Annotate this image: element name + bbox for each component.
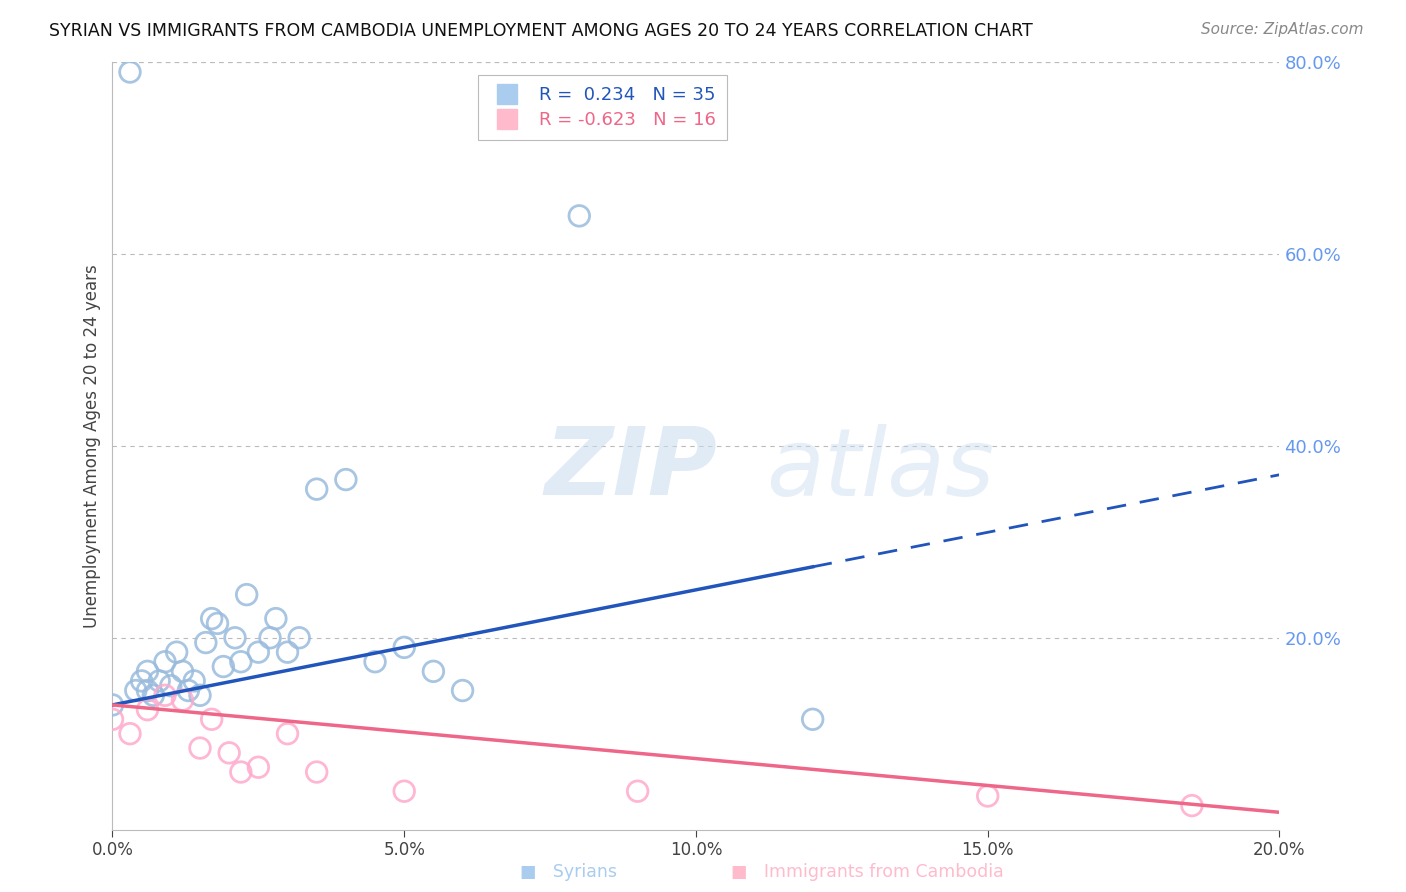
- Point: [976, 789, 998, 803]
- Point: [394, 640, 416, 655]
- Point: [136, 683, 159, 698]
- Point: [305, 482, 328, 496]
- Point: [118, 65, 141, 79]
- Text: Source: ZipAtlas.com: Source: ZipAtlas.com: [1201, 22, 1364, 37]
- Point: [229, 655, 252, 669]
- Point: [136, 665, 159, 679]
- Point: [201, 712, 224, 726]
- Point: [183, 673, 205, 688]
- Point: [364, 655, 387, 669]
- Point: [422, 665, 444, 679]
- Text: ■   Immigrants from Cambodia: ■ Immigrants from Cambodia: [731, 863, 1004, 881]
- Point: [172, 665, 194, 679]
- Y-axis label: Unemployment Among Ages 20 to 24 years: Unemployment Among Ages 20 to 24 years: [83, 264, 101, 628]
- Text: SYRIAN VS IMMIGRANTS FROM CAMBODIA UNEMPLOYMENT AMONG AGES 20 TO 24 YEARS CORREL: SYRIAN VS IMMIGRANTS FROM CAMBODIA UNEMP…: [49, 22, 1033, 40]
- Point: [136, 703, 159, 717]
- Point: [247, 760, 270, 774]
- Point: [229, 765, 252, 780]
- Point: [568, 209, 591, 223]
- Point: [218, 746, 240, 760]
- Point: [101, 698, 124, 712]
- Point: [276, 726, 298, 740]
- Point: [394, 784, 416, 798]
- Point: [207, 616, 229, 631]
- Point: [160, 679, 183, 693]
- Point: [288, 631, 311, 645]
- Point: [212, 659, 235, 673]
- Point: [201, 612, 224, 626]
- Legend: R =  0.234   N = 35, R = -0.623   N = 16: R = 0.234 N = 35, R = -0.623 N = 16: [478, 75, 727, 140]
- Point: [177, 683, 200, 698]
- Point: [335, 473, 357, 487]
- Point: [259, 631, 281, 645]
- Point: [224, 631, 246, 645]
- Point: [1181, 798, 1204, 813]
- Point: [172, 693, 194, 707]
- Point: [801, 712, 824, 726]
- Text: ZIP: ZIP: [544, 423, 717, 515]
- Point: [153, 655, 176, 669]
- Point: [188, 689, 211, 703]
- Point: [264, 612, 287, 626]
- Point: [194, 635, 217, 649]
- Point: [125, 683, 148, 698]
- Text: atlas: atlas: [766, 424, 994, 515]
- Point: [153, 689, 176, 703]
- Point: [101, 712, 124, 726]
- Point: [142, 689, 165, 703]
- Point: [627, 784, 650, 798]
- Point: [451, 683, 474, 698]
- Text: ■   Syrians: ■ Syrians: [520, 863, 617, 881]
- Point: [305, 765, 328, 780]
- Point: [148, 673, 170, 688]
- Point: [166, 645, 188, 659]
- Point: [276, 645, 298, 659]
- Point: [131, 673, 153, 688]
- Point: [235, 588, 257, 602]
- Point: [247, 645, 270, 659]
- Point: [188, 741, 211, 756]
- Point: [118, 726, 141, 740]
